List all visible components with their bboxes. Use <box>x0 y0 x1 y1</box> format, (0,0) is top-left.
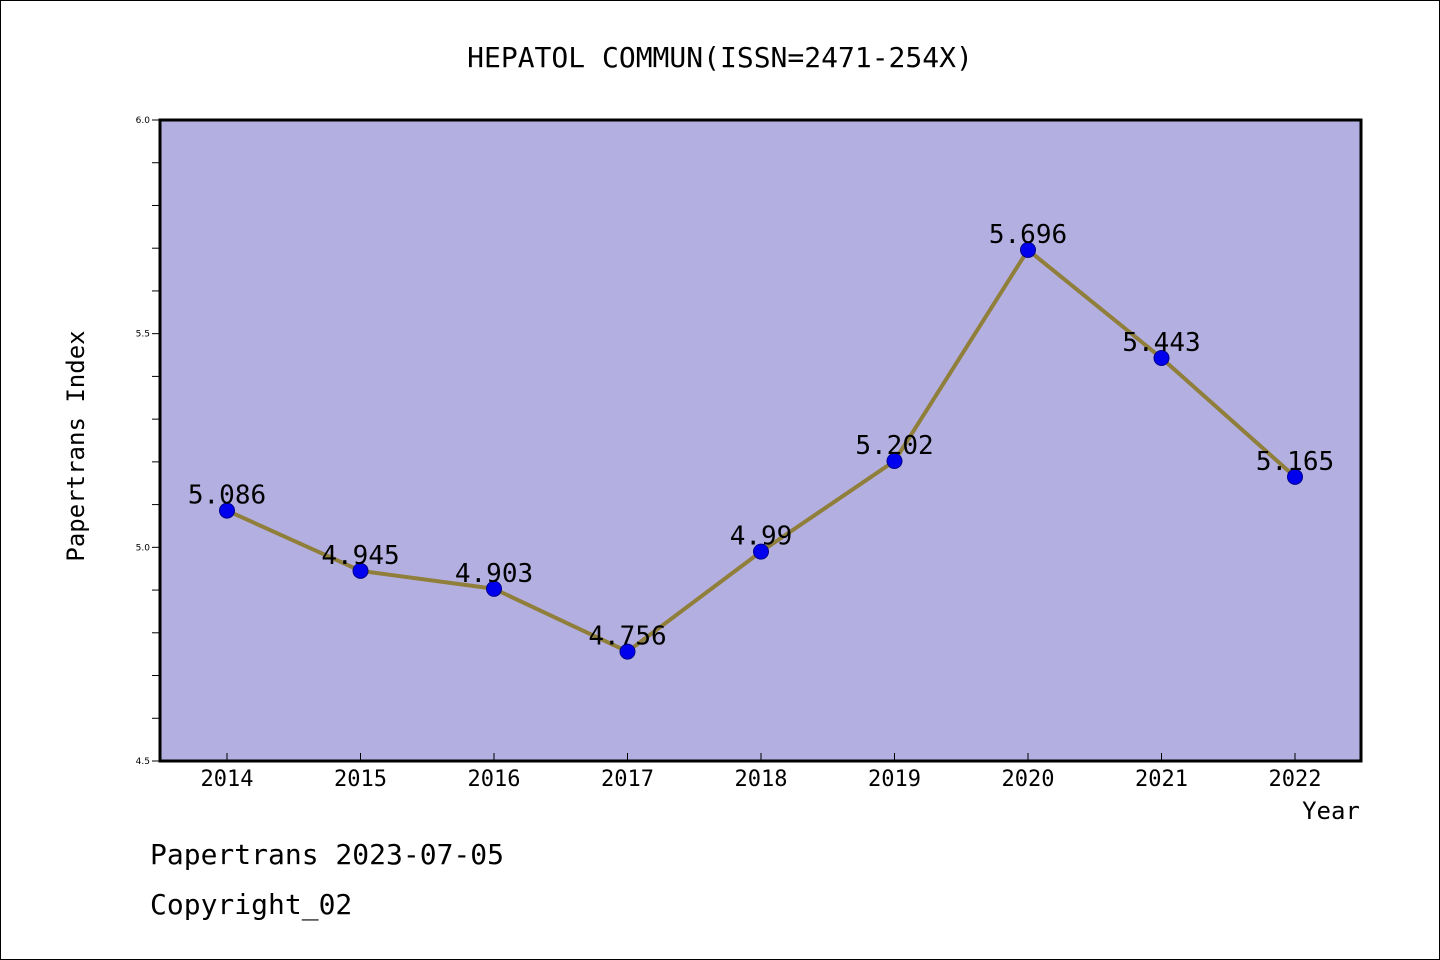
x-tick-label: 2020 <box>1002 767 1055 792</box>
data-label: 4.99 <box>730 522 793 552</box>
data-point <box>886 453 903 470</box>
data-label: 4.903 <box>455 559 533 589</box>
data-point <box>1287 468 1303 485</box>
chart-title: HEPATOL COMMUN(ISSN=2471-254X) <box>467 41 973 74</box>
data-point <box>352 562 369 579</box>
y-tick-label: 4.5 <box>136 757 150 767</box>
data-label: 4.945 <box>321 541 399 571</box>
data-point <box>486 580 502 597</box>
x-tick-label: 2019 <box>868 767 921 792</box>
x-tick-label: 2021 <box>1135 767 1188 792</box>
footer-copyright: Copyright_02 <box>150 888 352 922</box>
data-point <box>619 643 636 660</box>
x-tick-label: 2014 <box>201 767 254 792</box>
data-point <box>753 543 769 560</box>
markers-group <box>219 241 1303 660</box>
data-point <box>219 502 235 519</box>
y-tick-label: 5.0 <box>136 543 151 553</box>
data-label: 4.756 <box>588 622 666 652</box>
footer-date: Papertrans 2023-07-05 <box>150 838 504 871</box>
data-label: 5.202 <box>855 431 933 461</box>
x-tick-label: 2016 <box>468 767 521 792</box>
x-axis-label: Year <box>1302 797 1360 825</box>
plot-border <box>158 118 1363 763</box>
x-tick-label: 2015 <box>334 767 387 792</box>
data-labels-group: 5.086 4.945 4.903 4.756 4.99 5.202 5.696 5.443 5… <box>188 220 1334 652</box>
data-label: 5.443 <box>1122 328 1200 358</box>
y-axis: 4.5 5.0 5.5 6.0 <box>136 116 160 767</box>
x-tick-label: 2022 <box>1269 767 1322 792</box>
data-point <box>1020 241 1036 258</box>
x-tick-label: 2017 <box>601 767 654 792</box>
y-tick-label: 5.5 <box>136 330 150 340</box>
y-tick-label: 6.0 <box>136 116 151 126</box>
data-label: 5.696 <box>989 220 1067 250</box>
plot-area <box>160 120 1361 761</box>
y-axis-label: Papertrans Index <box>62 330 90 561</box>
data-label: 5.165 <box>1256 447 1334 477</box>
data-point <box>1153 350 1170 367</box>
x-axis: 2014 2015 2016 2017 2018 2019 2020 2021 2022 <box>201 753 1322 792</box>
data-label: 5.086 <box>188 481 266 511</box>
x-tick-label: 2018 <box>735 767 788 792</box>
